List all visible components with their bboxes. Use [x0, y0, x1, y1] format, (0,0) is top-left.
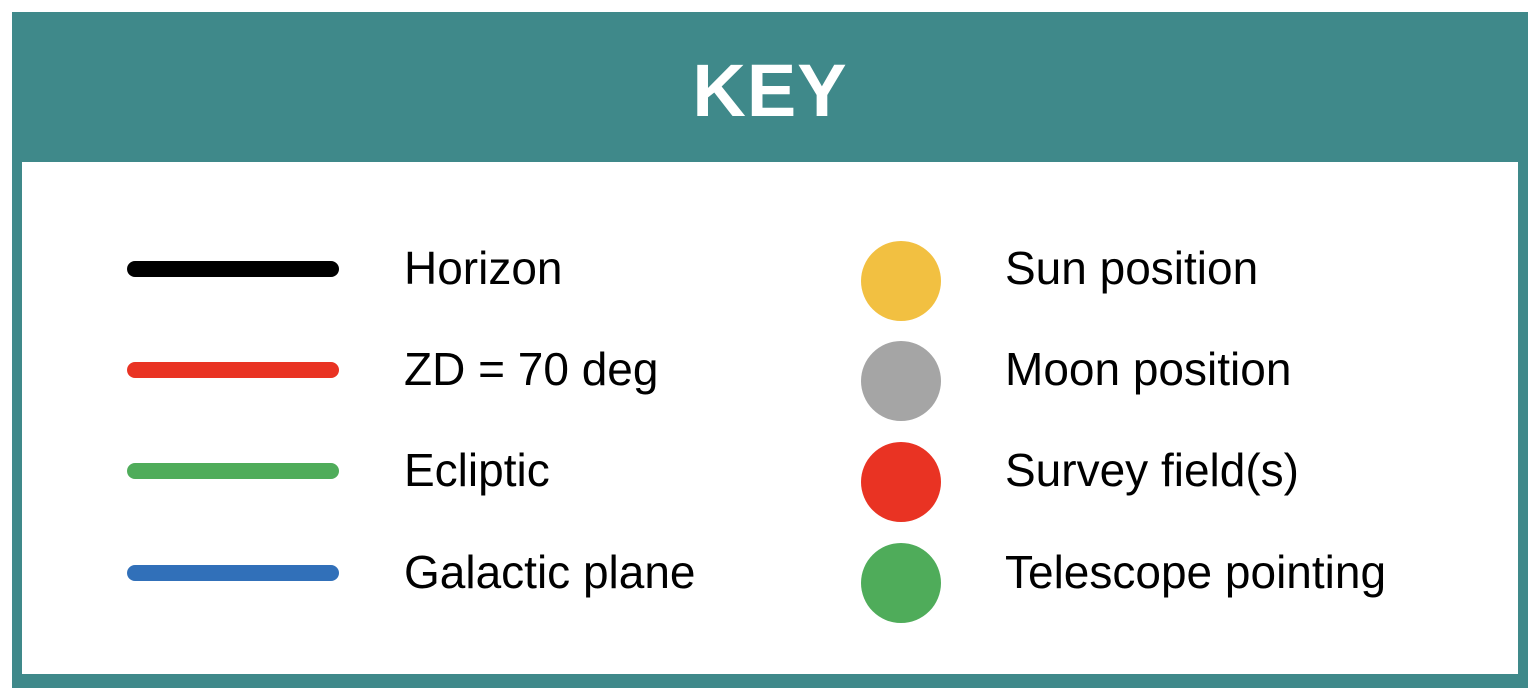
sun-dot-icon: [861, 241, 941, 321]
key-body: Horizon ZD = 70 deg Ecliptic Galactic pl…: [22, 162, 1518, 674]
key-header: KEY: [12, 12, 1528, 162]
survey-field-dot-icon: [861, 442, 941, 522]
telescope-pointing-dot-icon: [861, 543, 941, 623]
galactic-plane-line-swatch: [127, 565, 339, 581]
ecliptic-line-swatch: [127, 463, 339, 479]
galactic-plane-label: Galactic plane: [404, 546, 696, 598]
key-title: KEY: [692, 48, 848, 132]
moon-position-label: Moon position: [1005, 343, 1292, 395]
zd70-line-swatch: [127, 362, 339, 378]
sun-position-label: Sun position: [1005, 242, 1259, 294]
telescope-pointing-label: Telescope pointing: [1005, 546, 1387, 598]
moon-dot-icon: [861, 341, 941, 421]
ecliptic-label: Ecliptic: [404, 444, 550, 496]
zd70-label: ZD = 70 deg: [404, 343, 659, 395]
horizon-line-swatch: [127, 261, 339, 277]
horizon-label: Horizon: [404, 242, 563, 294]
survey-field-label: Survey field(s): [1005, 444, 1299, 496]
key-panel: KEY Horizon ZD = 70 deg Ecliptic Galacti…: [12, 12, 1528, 688]
